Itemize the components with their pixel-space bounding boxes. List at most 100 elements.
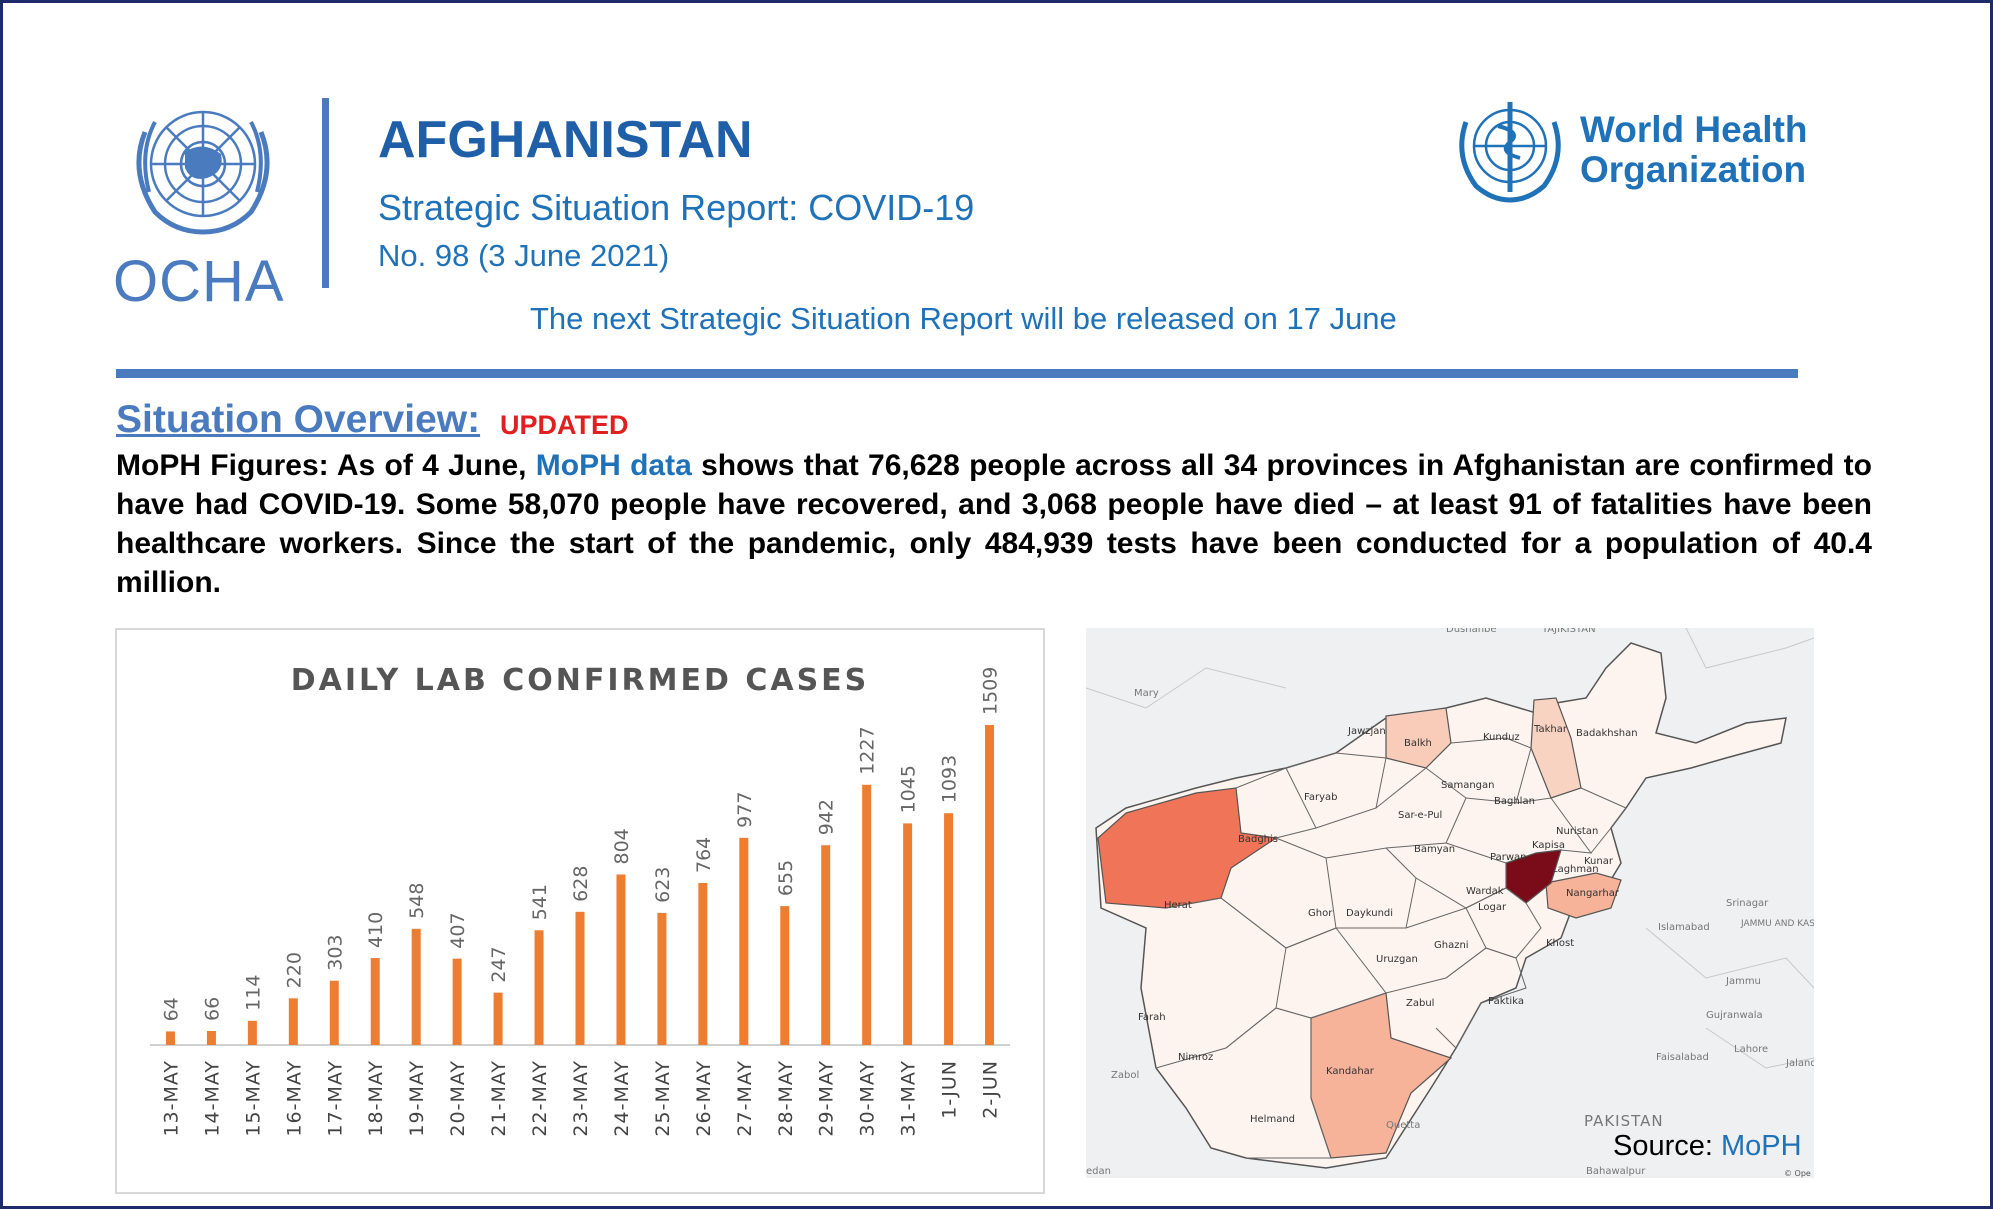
province-label: Nuristan [1556,826,1598,837]
province-label: Nimroz [1178,1052,1213,1063]
x-tick-label: 22-MAY [529,1060,551,1137]
province-label: Farah [1138,1012,1166,1023]
province-label: Jawzjan [1347,726,1386,737]
x-tick-label: 15-MAY [242,1060,264,1137]
bar-23-may [575,911,585,1045]
report-number: No. 98 (3 June 2021) [378,238,670,273]
x-tick-label: 1-JUN [939,1060,961,1119]
province-label: Balkh [1404,738,1432,749]
province-label: Zabul [1406,998,1434,1009]
province-nangarhar [1545,872,1622,919]
data-label: 114 [242,975,264,1011]
data-label: 804 [611,828,633,864]
province-label: Uruzgan [1376,954,1418,965]
moph-data-link[interactable]: MoPH data [535,449,692,482]
province-balkh [1385,707,1452,769]
province-label: Ghazni [1434,940,1469,951]
bar-2-jun [985,725,995,1045]
province-label: Herat [1164,900,1192,911]
map-source: Source: MoPH [1613,1130,1802,1163]
bar-14-may [206,1031,216,1045]
data-label: 1227 [857,726,879,774]
neighbor-label: JAMMU AND KASHMIR [1740,919,1814,929]
neighbor-label: Jammu [1725,976,1761,987]
org-right-line1: World Health [1580,109,1808,150]
province-herat [1097,787,1278,909]
x-tick-label: 2-JUN [980,1060,1002,1119]
chart-frame [115,628,1045,1194]
un-emblem-icon [136,110,270,235]
province-label: Badghis [1238,834,1278,845]
moph-source-link[interactable]: MoPH [1721,1130,1802,1162]
x-tick-label: 17-MAY [324,1060,346,1137]
data-label: 548 [406,883,428,919]
data-label: 1045 [898,765,920,813]
province-label: Paktika [1488,996,1524,1007]
province-label: Baghlan [1494,796,1535,807]
overview-paragraph: MoPH Figures: As of 4 June, MoPH data sh… [116,446,1872,602]
x-tick-label: 19-MAY [406,1060,428,1137]
province-label: Kapisa [1532,840,1565,851]
bar-15-may [247,1020,257,1045]
neighbor-label: Jaland [1785,1058,1814,1069]
x-tick-label: 20-MAY [447,1060,469,1137]
daily-cases-chart: DAILY LAB CONFIRMED CASES 64 13-MAY 66 14-M… [150,663,1010,1137]
header-divider [322,98,329,288]
header-rule [116,369,1798,378]
neighbor-label: Bahawalpur [1586,1166,1646,1177]
province-label: Laghman [1552,864,1599,875]
who-emblem-icon [1459,102,1561,203]
neighbor-label: Islamabad [1658,922,1710,933]
province-label: Parwan [1490,852,1526,863]
x-tick-label: 18-MAY [365,1060,387,1137]
x-tick-label: 14-MAY [201,1060,223,1137]
neighbor-label: Srinagar [1726,898,1769,909]
overview-text-start: MoPH Figures: As of 4 June, [116,449,536,482]
bar-31-may [903,823,913,1045]
x-tick-label: 24-MAY [611,1060,633,1137]
neighbor-label: Quetta [1386,1120,1420,1131]
x-tick-label: 16-MAY [283,1060,305,1137]
bar-24-may [616,874,626,1045]
province-label: Logar [1478,902,1507,913]
bar-28-may [780,906,790,1045]
x-tick-label: 29-MAY [816,1060,838,1137]
data-label: 66 [201,997,223,1021]
bar-27-may [739,837,749,1045]
x-tick-label: 27-MAY [734,1060,756,1137]
x-tick-label: 23-MAY [570,1060,592,1137]
province-label: Kunduz [1483,732,1520,743]
province-label: Bamyan [1414,844,1455,855]
updated-badge: UPDATED [500,410,629,440]
province-label: Helmand [1250,1114,1295,1125]
province-label: Takhar [1533,724,1568,735]
province-label: Samangan [1441,780,1495,791]
neighbor-label: Faisalabad [1656,1052,1709,1063]
province-label: Sar-e-Pul [1398,810,1442,821]
data-label: 410 [365,912,387,948]
province-label: Faryab [1304,792,1337,803]
data-label: 655 [775,860,797,896]
province-label: Kandahar [1326,1066,1375,1077]
overview-text-rest: shows that 76,628 people across all 34 p… [116,449,1872,599]
bar-17-may [329,980,339,1045]
map-attribution: © Ope [1784,1169,1811,1178]
neighbor-label: PAKISTAN [1584,1112,1664,1130]
province-label: Nangarhar [1566,888,1620,899]
data-label: 764 [693,837,715,873]
data-label: 1093 [939,755,961,803]
data-label: 247 [488,946,510,982]
overview-heading[interactable]: Situation Overview: [116,398,481,441]
data-label: 628 [570,866,592,902]
org-left-name: OCHA [113,249,285,314]
data-label: 541 [529,884,551,920]
page-title: AFGHANISTAN [378,111,753,169]
bar-26-may [698,882,708,1045]
bar-25-may [657,912,667,1045]
x-tick-label: 13-MAY [160,1060,182,1137]
bar-13-may [165,1031,175,1045]
bar-30-may [862,784,872,1045]
neighbor-label: edan [1086,1166,1111,1177]
bar-18-may [370,958,380,1045]
